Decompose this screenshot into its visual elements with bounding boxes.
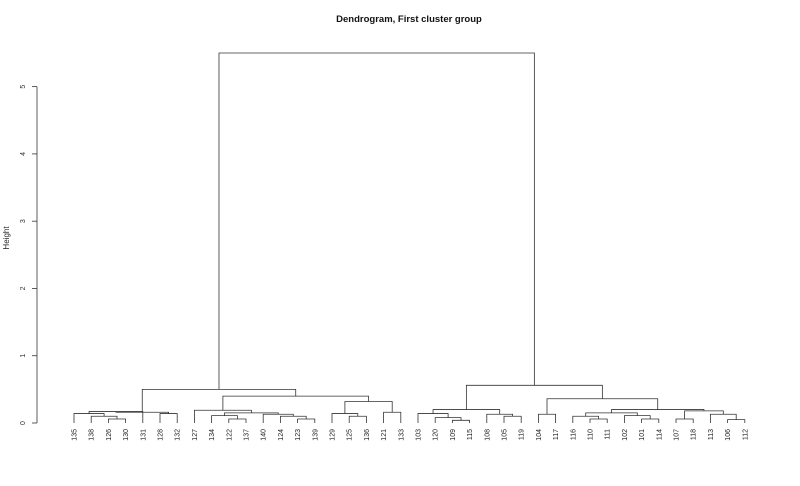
leaf-label: 102: [622, 429, 629, 441]
dendrogram-link: [280, 415, 307, 423]
dendrogram-link: [465, 384, 603, 410]
leaf-label: 113: [708, 429, 715, 440]
leaf-label: 139: [312, 429, 319, 441]
leaf-label: 110: [588, 429, 595, 440]
leaf-label: 116: [570, 429, 577, 440]
dendrogram-link: [141, 388, 297, 413]
y-tick-label: 2: [20, 286, 27, 290]
dendrogram-link: [297, 418, 316, 423]
leaf-label: 112: [742, 429, 749, 440]
dendrogram-link: [344, 401, 393, 414]
leaf-label: 134: [209, 429, 216, 441]
leaf-label: 138: [89, 429, 96, 441]
leaf-label: 136: [364, 429, 371, 441]
dendrogram-link: [538, 413, 556, 423]
leaf-label: 123: [295, 429, 302, 441]
leaf-label: 117: [553, 429, 560, 440]
dendrogram-link: [727, 419, 746, 423]
dendrogram-link: [159, 413, 178, 423]
y-tick-label: 1: [20, 354, 27, 358]
dendrogram-link: [194, 409, 252, 423]
leaf-label: 111: [605, 429, 612, 440]
leaf-label: 107: [674, 429, 681, 441]
dendrogram-link: [108, 418, 126, 423]
chart-title: Dendrogram, First cluster group: [336, 14, 482, 25]
dendrogram-link: [675, 418, 694, 423]
leaf-label: 114: [656, 429, 663, 440]
leaf-label: 122: [226, 429, 233, 441]
leaf-label: 119: [519, 429, 526, 440]
dendrogram-link: [572, 415, 599, 423]
dendrogram-links: [73, 52, 746, 423]
y-tick-label: 3: [20, 219, 27, 223]
dendrogram-link: [486, 413, 513, 423]
leaf-label: 133: [398, 429, 405, 441]
leaf-label: 120: [433, 429, 440, 441]
dendrogram-link: [331, 413, 359, 423]
leaf-label: 106: [725, 429, 732, 441]
leaf-label: 140: [261, 429, 268, 441]
leaf-label: 130: [123, 429, 130, 441]
leaf-label: 125: [347, 429, 354, 441]
leaf-label: 115: [467, 429, 474, 440]
dendrogram-link: [262, 413, 294, 423]
dendrogram-link: [73, 413, 105, 423]
y-axis-label: Height: [2, 226, 11, 250]
leaf-label: 103: [416, 429, 423, 441]
leaf-label: 135: [72, 429, 79, 441]
dendrogram-link: [417, 413, 449, 423]
leaf-label: 126: [106, 429, 113, 441]
dendrogram-link: [641, 418, 660, 423]
dendrogram-link: [218, 52, 535, 390]
leaf-label: 129: [330, 429, 337, 441]
leaf-label: 101: [639, 429, 646, 441]
dendrogram-link: [452, 419, 470, 423]
leaf-label: 105: [502, 429, 509, 441]
dendrogram-link: [90, 415, 118, 423]
dendrogram-link: [546, 398, 659, 415]
leaf-label: 108: [484, 429, 491, 441]
dendrogram-link: [684, 410, 724, 419]
leaf-label: 131: [140, 429, 147, 441]
dendrogram-link: [228, 418, 247, 423]
leaf-label: 128: [158, 429, 165, 441]
leaf-label: 121: [381, 429, 388, 441]
dendrogram-link: [589, 418, 608, 423]
dendrogram-link: [348, 415, 367, 423]
dendrogram-link: [222, 395, 369, 411]
leaf-label: 127: [192, 429, 199, 441]
leaf-label: 109: [450, 429, 457, 441]
dendrogram-link: [503, 415, 522, 423]
leaf-label: 104: [536, 429, 543, 441]
leaf-labels: 135 138 126 130 131 128 132 127 134 122 137 140 124 1…: [72, 429, 750, 441]
leaf-label: 124: [278, 429, 285, 441]
y-axis: 0 1 2 3 4 5: [20, 85, 38, 425]
leaf-label: 132: [175, 429, 182, 441]
dendrogram-link: [710, 413, 737, 423]
dendrogram-link: [383, 411, 402, 423]
y-tick-label: 4: [20, 152, 27, 156]
y-tick-label: 0: [20, 421, 27, 425]
leaf-label: 137: [244, 429, 251, 441]
leaf-label: 118: [691, 429, 698, 440]
y-tick-label: 5: [20, 85, 27, 89]
